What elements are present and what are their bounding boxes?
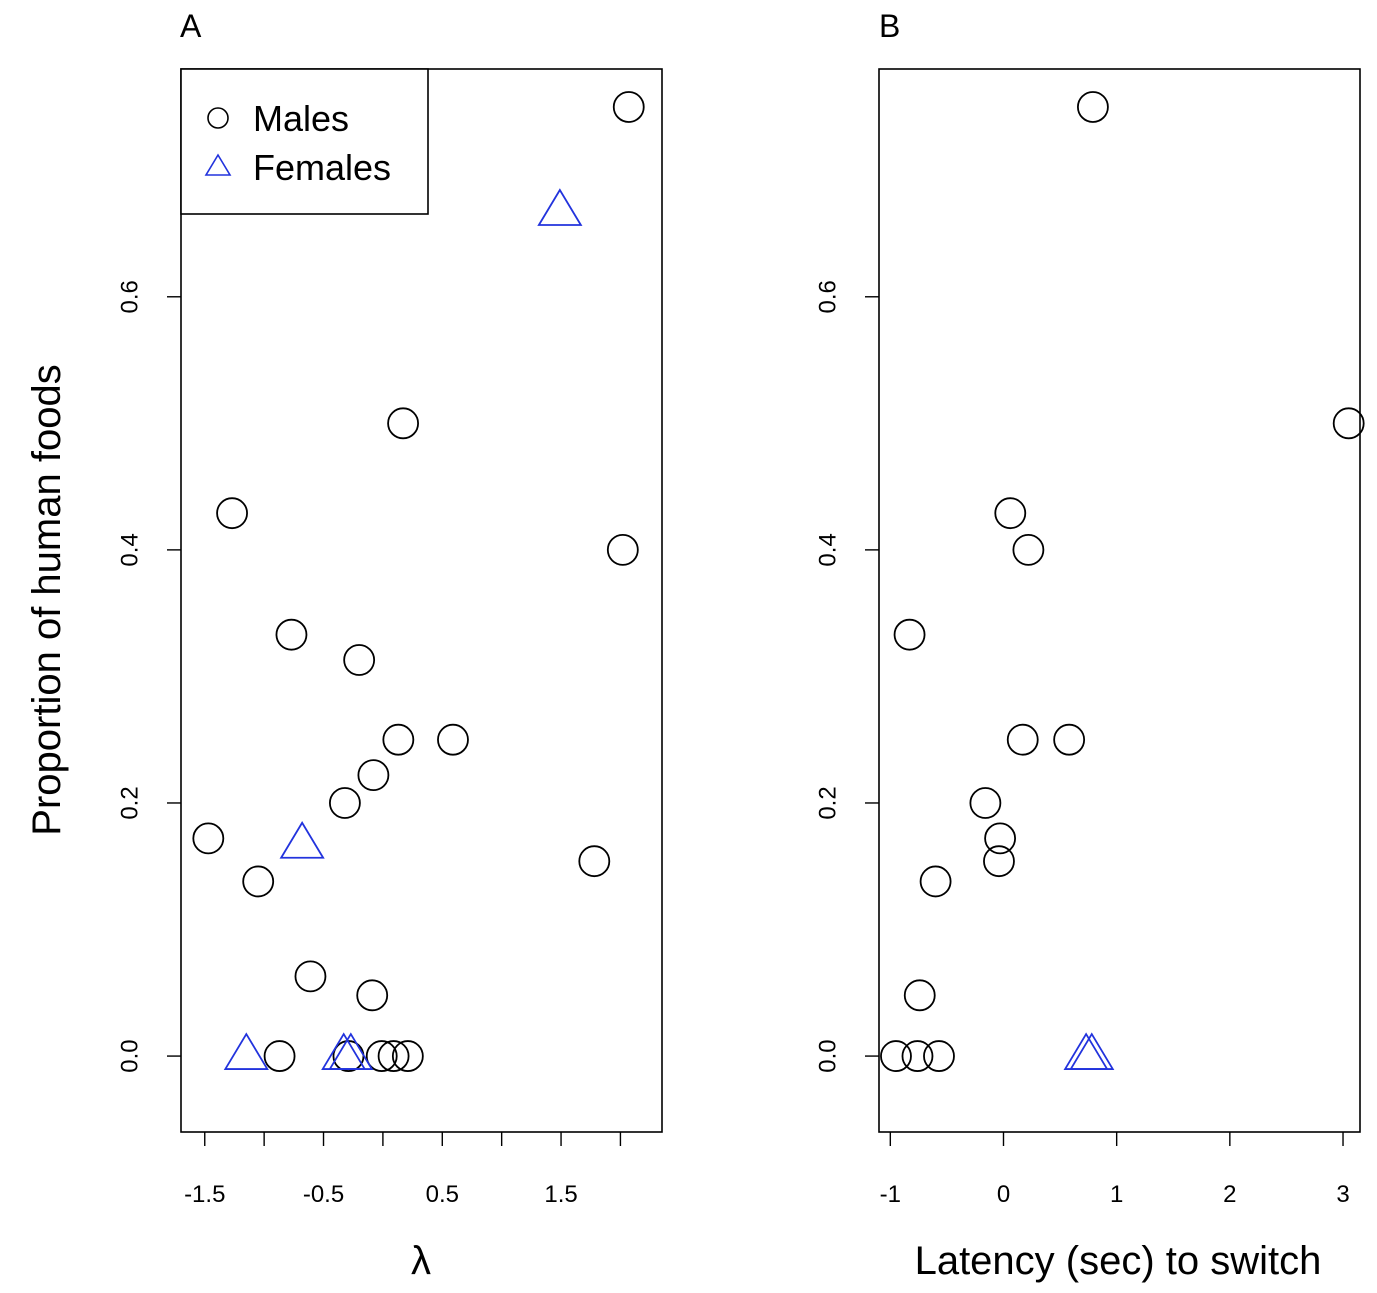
x-tick-label: 1.5 [544,1181,577,1208]
male-point [984,822,1016,855]
female-point [537,188,583,226]
y-tick-label: 0.4 [814,533,841,566]
male-point [969,787,1002,819]
male-point [994,497,1027,530]
y-tick-label: 0.2 [814,786,841,819]
legend-females-label: Females [253,147,391,188]
legend-males-marker [207,107,229,129]
male-point [192,822,225,855]
x-tick-label: -1.5 [184,1181,225,1208]
female-point [1069,1032,1115,1070]
legend-females-marker [204,153,232,176]
y-tick-label: 0.6 [116,280,143,313]
male-point [275,618,308,651]
male-point [365,1040,398,1072]
female-point [328,1032,374,1070]
panel-b-x-axis-label: Latency (sec) to switch [915,1239,1322,1283]
panel-a-y-axis: 0.0 0.2 0.4 0.6 [116,280,181,1073]
x-tick-label: 0 [997,1181,1010,1208]
panel-b-label: B [879,8,900,44]
male-point [294,960,327,993]
male-point [901,1040,934,1072]
male-point [382,723,415,756]
male-point [606,533,639,566]
x-tick-label: -1 [880,1181,901,1208]
male-point [983,845,1015,878]
y-tick-label: 0.6 [814,280,841,313]
male-point [1077,91,1109,123]
legend-males-label: Males [253,98,349,139]
legend-box [180,68,429,215]
male-point [903,979,936,1012]
male-point [923,1040,955,1072]
panel-a-y-axis-label: Proportion of human foods [25,364,69,835]
x-tick-label: -0.5 [303,1181,344,1208]
y-tick-label: 0.2 [116,786,143,819]
male-point [578,845,611,878]
female-point [279,820,325,859]
male-point [1012,533,1045,566]
panel-a-plot-frame [180,68,663,1133]
male-point [356,979,389,1012]
x-tick-label: 2 [1223,1181,1236,1208]
panel-b-y-axis: 0.0 0.2 0.4 0.6 [814,280,879,1073]
y-tick-label: 0.0 [814,1039,841,1072]
panel-a-label: A [180,8,202,44]
male-point [357,759,390,792]
male-point [377,1040,410,1072]
y-tick-label: 0.4 [116,533,143,566]
panel-a-points [192,91,645,1072]
x-tick-label: 3 [1336,1181,1349,1208]
female-point [1063,1032,1109,1070]
panel-b-points [880,91,1365,1072]
male-point [437,723,469,756]
male-point [880,1040,912,1072]
x-tick-label: 0.5 [426,1181,459,1208]
male-point [328,787,361,819]
male-point [1053,723,1086,756]
panel-b-x-axis: -1 0 1 2 3 [880,1132,1350,1208]
y-tick-label: 0.0 [116,1039,143,1072]
panel-a-x-axis: -1.5 -0.5 0.5 1.5 [184,1132,622,1208]
panel-b: B 0.0 0.2 0.4 0.6 -1 0 1 2 3 Latency (sec) to s… [814,8,1365,1283]
male-point [216,497,248,530]
legend: Males Females [180,68,429,215]
panel-a-x-axis-label: λ [411,1239,431,1283]
male-point [343,644,376,676]
male-point [387,407,419,440]
x-tick-label: 1 [1110,1181,1123,1208]
male-point [612,91,645,123]
panel-a: A 0.0 0.2 0.4 0.6 -1.5 -0.5 0.5 1.5 λ Proporti… [25,8,663,1283]
male-point [1332,407,1365,440]
male-point [893,618,926,651]
male-point [919,865,952,898]
male-point [391,1040,424,1072]
male-point [263,1040,296,1072]
male-point [1006,723,1039,756]
female-point [321,1032,367,1070]
male-point [242,865,275,898]
female-point [223,1032,269,1070]
panel-b-plot-frame [878,68,1361,1133]
